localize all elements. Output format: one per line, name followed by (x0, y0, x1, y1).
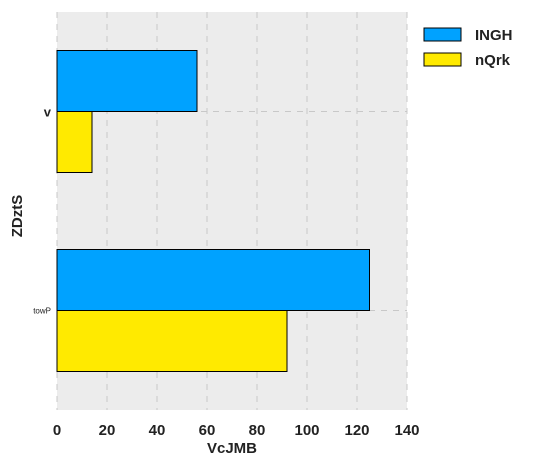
x-tick-label: 80 (249, 422, 266, 439)
bar-INGH-v (56, 50, 198, 112)
legend-label-nQrk: nQrk (475, 52, 511, 69)
bar-nQrk-v (56, 111, 93, 173)
x-tick-labels: 0 20 40 60 80 100 120 140 (53, 422, 420, 439)
x-axis-title: VcJMB (207, 440, 257, 457)
bar-INGH-towP (56, 249, 370, 311)
x-tick-label: 20 (99, 422, 116, 439)
x-tick-label: 100 (294, 422, 319, 439)
y-tick-label: v (44, 105, 52, 120)
legend: INGH nQrk (423, 27, 513, 69)
x-tick-label: 120 (344, 422, 369, 439)
x-tick-label: 60 (199, 422, 216, 439)
legend-swatch-nQrk (423, 52, 462, 67)
legend-swatch-INGH (423, 27, 462, 42)
y-tick-labels: v towP (33, 105, 52, 316)
x-tick-label: 40 (149, 422, 166, 439)
bars (56, 50, 370, 372)
x-tick-label: 140 (394, 422, 419, 439)
legend-label-INGH: INGH (475, 27, 513, 44)
y-axis-title: ZDztS (9, 195, 26, 238)
y-tick-label: towP (33, 307, 51, 316)
bar-nQrk-towP (56, 310, 288, 372)
x-tick-label: 0 (53, 422, 61, 439)
